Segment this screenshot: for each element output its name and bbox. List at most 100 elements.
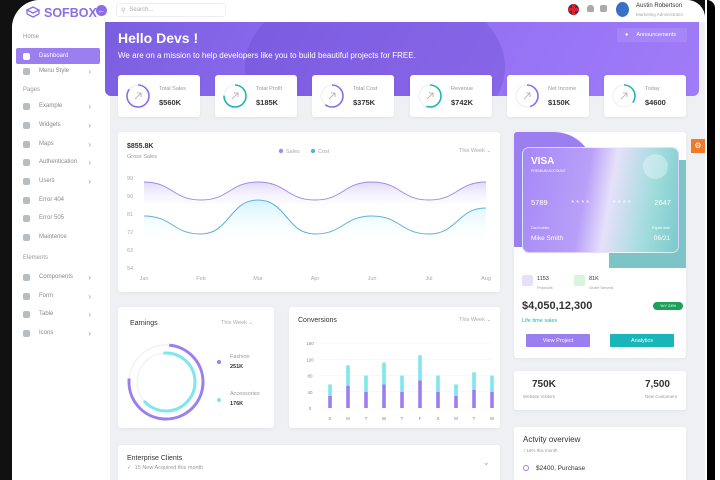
logo[interactable]: SOFBOX xyxy=(25,5,97,21)
nav-icon xyxy=(23,177,30,185)
bar-segment[interactable] xyxy=(490,391,494,408)
analytics-button[interactable]: Analytics xyxy=(610,334,674,347)
bar-segment[interactable] xyxy=(346,365,350,386)
announcements-button[interactable]: ● Announcements xyxy=(617,28,687,42)
bar-segment[interactable] xyxy=(436,375,440,392)
sidebar-item-maintence[interactable]: Maintence xyxy=(16,229,100,245)
progress-ring xyxy=(418,84,442,108)
earnings-period-dropdown[interactable]: This Week ⌄ xyxy=(221,320,254,326)
stat-card[interactable]: Revenue $742K xyxy=(410,75,492,117)
chevron-right-icon: › xyxy=(88,176,91,186)
uk-flag-icon[interactable] xyxy=(568,4,579,15)
sidebar-item-widgets[interactable]: Widgets › xyxy=(16,117,100,133)
fashion-label: Fashion xyxy=(230,354,250,360)
x-tick-label: Mar xyxy=(253,276,263,282)
y-tick-label: 54 xyxy=(127,266,133,272)
accessories-label: Accessories xyxy=(230,391,260,397)
user-name[interactable]: Austin Robertson xyxy=(636,3,683,9)
credit-card[interactable]: VISA PREMIUM ACCOUNT 5789 * * * * * * * * 2… xyxy=(522,147,679,253)
stat-value: $560K xyxy=(159,98,182,107)
bar-segment[interactable] xyxy=(328,395,332,408)
view-project-button[interactable]: View Project xyxy=(526,334,590,347)
bar-segment[interactable] xyxy=(454,384,458,396)
period-label: This Week xyxy=(458,148,485,154)
y-tick-label: 99 xyxy=(127,176,133,182)
section-pages: Pages xyxy=(23,87,41,93)
x-tick-label: F xyxy=(419,416,422,421)
stat-card[interactable]: Total Cost $375K xyxy=(312,75,394,117)
sidebar-item-table[interactable]: Table › xyxy=(16,306,100,322)
visa-card-panel: VISA PREMIUM ACCOUNT 5789 * * * * * * * * 2… xyxy=(514,132,686,358)
dashboard-screen: SOFBOX Home Pages Elements Dashboard Menu… xyxy=(12,0,705,480)
stat-value: $375K xyxy=(353,98,376,107)
x-tick-label: S xyxy=(328,416,331,421)
expand-chevron-icon[interactable]: ⌄ xyxy=(482,457,490,467)
sidebar-item-form[interactable]: Form › xyxy=(16,288,100,304)
check-icon: ✓ xyxy=(127,465,132,471)
avatar[interactable] xyxy=(616,2,629,17)
bar-segment[interactable] xyxy=(436,391,440,408)
nav-icon xyxy=(23,233,30,241)
bar-segment[interactable] xyxy=(418,355,422,381)
bar-segment[interactable] xyxy=(364,375,368,392)
sidebar-item-maps[interactable]: Maps › xyxy=(16,136,100,152)
sales-line xyxy=(143,181,487,201)
bar-segment[interactable] xyxy=(454,395,458,408)
website-visitors-label: Website Visitors xyxy=(523,394,556,399)
bell-icon[interactable] xyxy=(587,5,594,12)
x-tick-label: T xyxy=(365,416,368,421)
sidebar-item-menu-style[interactable]: Menu Style › xyxy=(16,63,100,79)
mail-icon[interactable] xyxy=(600,5,607,12)
logo-icon xyxy=(25,6,41,18)
conversions-card: Conversions This Week ⌄ 0 40 80 120 160 S M T W T… xyxy=(289,307,500,428)
sidebar-item-icons[interactable]: Icons › xyxy=(16,325,100,341)
timeline-dot-icon xyxy=(523,465,529,471)
y-tick-label: 0 xyxy=(309,406,312,411)
stat-card[interactable]: Net Income $150K xyxy=(507,75,589,117)
bar-segment[interactable] xyxy=(382,384,386,408)
bar-segment[interactable] xyxy=(472,372,476,390)
stat-card[interactable]: Total Sales $560K xyxy=(118,75,200,117)
cost-line xyxy=(143,199,487,235)
bar-segment[interactable] xyxy=(418,380,422,408)
bar-segment[interactable] xyxy=(346,385,350,408)
sidebar-item-label: Error 404 xyxy=(39,197,65,203)
sidebar-item-dashboard[interactable]: Dashboard xyxy=(16,48,100,64)
bar-segment[interactable] xyxy=(328,384,332,396)
sidebar-item-label: Maps xyxy=(39,141,54,147)
search-input[interactable]: ⚲ Search... xyxy=(116,3,226,17)
bar-segment[interactable] xyxy=(400,375,404,392)
settings-gear-button[interactable]: ⚙ xyxy=(691,139,705,153)
progress-ring xyxy=(223,84,247,108)
collapse-sidebar-button[interactable]: ← xyxy=(96,5,107,16)
user-role: Marketing Administrator xyxy=(636,12,684,17)
bar-segment[interactable] xyxy=(382,362,386,385)
bar-segment[interactable] xyxy=(400,391,404,408)
bar-segment[interactable] xyxy=(472,389,476,408)
stat-label: Total Sales xyxy=(159,86,186,92)
enterprise-clients-card[interactable]: Enterprise Clients ✓ 15 New Acquired thi… xyxy=(118,445,500,480)
hero-title: Hello Devs ! xyxy=(118,30,199,46)
bar-segment[interactable] xyxy=(364,391,368,408)
sidebar-item-components[interactable]: Components › xyxy=(16,269,100,285)
sidebar-item-example[interactable]: Example › xyxy=(16,98,100,114)
sidebar-item-error-404[interactable]: Error 404 xyxy=(16,192,100,208)
sidebar-item-label: Form xyxy=(39,293,53,299)
sidebar-item-users[interactable]: Users › xyxy=(16,173,100,189)
stat-card[interactable]: Total Profit $185K xyxy=(215,75,297,117)
sidebar-item-error-505[interactable]: Error 505 xyxy=(16,210,100,226)
earnings-donut xyxy=(127,343,205,421)
period-dropdown[interactable]: This Week ⌄ xyxy=(459,148,491,154)
conversions-period-dropdown[interactable]: This Week ⌄ xyxy=(458,317,491,323)
gross-sales-label: Gross Sales xyxy=(127,154,157,160)
lifetime-sales-label: Life time sales xyxy=(522,318,558,324)
legend-label[interactable]: Cost xyxy=(318,149,330,155)
legend-label[interactable]: Sales xyxy=(286,149,300,155)
progress-ring xyxy=(126,84,150,108)
sidebar-item-authentication[interactable]: Authentication › xyxy=(16,154,100,170)
stat-card[interactable]: Today $4600 xyxy=(604,75,686,117)
chevron-down-icon: ⌄ xyxy=(486,148,491,154)
sidebar-item-label: Maintence xyxy=(39,234,67,240)
stat-label: Revenue xyxy=(451,86,474,92)
bar-segment[interactable] xyxy=(490,375,494,392)
